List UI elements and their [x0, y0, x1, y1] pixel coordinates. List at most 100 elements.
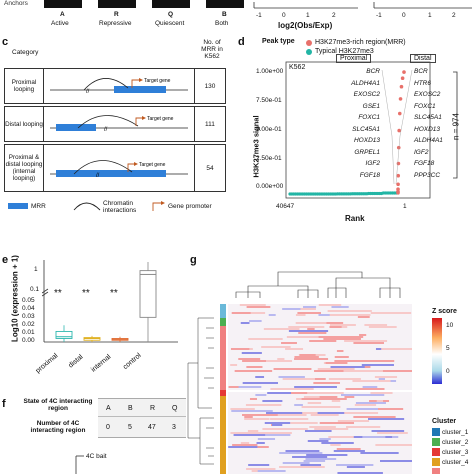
- sig-internal: **: [110, 288, 118, 299]
- peak-type-label: Peak type: [262, 38, 295, 45]
- heatmap-cell: [376, 400, 384, 402]
- bait-label: 4C bait: [86, 453, 107, 460]
- heatmap-cell: [323, 338, 361, 340]
- heatmap-cell: [239, 304, 266, 306]
- distal-gene: EXOSC2: [414, 91, 441, 98]
- zscore-tick-0: 0: [446, 368, 450, 375]
- cluster-4-label: cluster_4: [442, 459, 469, 466]
- proximal-gene: BCR: [366, 68, 380, 75]
- heatmap-cell: [371, 388, 385, 390]
- anchor-letter-q: Q: [168, 11, 174, 18]
- heatmap-cell: [303, 396, 320, 398]
- promoter-legend-label: Gene promoter: [168, 203, 212, 210]
- heatmap-cell: [330, 366, 365, 368]
- heatmap-cell: [353, 416, 396, 418]
- heatmap-cell: [326, 322, 344, 324]
- top-tick-4: 2: [332, 12, 336, 19]
- mrr-legend-label: MRR: [31, 203, 46, 210]
- heatmap-cell: [267, 392, 291, 394]
- mrr-point: [399, 84, 404, 89]
- heatmap-cell: [255, 376, 265, 378]
- f-divider: [98, 416, 186, 417]
- panel-d-xlabel: Rank: [345, 214, 365, 223]
- heatmap-cell: [306, 454, 348, 456]
- heatmap-cell: [279, 466, 325, 468]
- heatmap-cell: [362, 436, 386, 438]
- proximal-gene: FGF18: [359, 171, 380, 179]
- heatmap-cell: [309, 378, 326, 380]
- heatmap-cell: [336, 464, 374, 466]
- cluster-2-swatch: [432, 438, 440, 446]
- e-ytick-top-2: 0.1: [30, 286, 40, 293]
- distal-label: Distal: [414, 55, 432, 62]
- distal-gene: SLC45A1: [414, 114, 442, 121]
- heatmap-cell: [271, 424, 283, 426]
- heatmap-cell: [257, 432, 292, 434]
- heatmap-cell: [245, 404, 282, 406]
- heatmap-cell: [346, 466, 365, 468]
- xtick-2: 1: [403, 203, 407, 210]
- heatmap-cell: [337, 420, 370, 422]
- heatmap-cell: [277, 358, 285, 360]
- heatmap-cell: [255, 394, 267, 396]
- heatmap-cell: [249, 398, 258, 400]
- heatmap-cell: [381, 348, 412, 350]
- row-proximal: Proximal looping 130: [4, 68, 226, 104]
- panel-e-boxes: [55, 262, 157, 342]
- mrr-point: [396, 145, 401, 150]
- heatmap-cell: [325, 362, 348, 364]
- mrr-point: [397, 111, 402, 116]
- heatmap-cell: [242, 414, 278, 416]
- heatmap-cell: [241, 352, 262, 354]
- heatmap-cell: [261, 346, 291, 348]
- heatmap-cell: [294, 356, 319, 358]
- heatmap-cell: [307, 328, 315, 330]
- n-label: n = 974: [451, 113, 461, 140]
- heatmap-cell: [344, 396, 355, 398]
- heatmap-cell: [352, 380, 391, 382]
- heatmap-cell: [244, 418, 270, 420]
- heatmap-cell: [319, 422, 355, 424]
- heatmap-cell: [318, 304, 342, 306]
- sig-distal: **: [82, 288, 90, 299]
- heatmap-cell: [270, 388, 314, 390]
- heatmap-cell: [256, 442, 265, 444]
- heatmap-cell: [364, 324, 388, 326]
- zscore-tick-5: 5: [446, 345, 450, 352]
- heatmap-cell: [279, 452, 323, 454]
- distal-gene: IGF2: [414, 148, 429, 156]
- anchor-letter-a: A: [60, 11, 65, 18]
- heatmap-cell: [353, 342, 384, 344]
- column-dendrogram: [235, 271, 401, 298]
- heatmap-cell: [238, 358, 261, 360]
- heatmap-cell: [368, 326, 397, 328]
- mrr-point: [402, 70, 406, 74]
- heatmap-cell: [360, 452, 399, 454]
- panel-f-letter: f: [2, 398, 6, 410]
- heatmap-cell: [246, 468, 276, 470]
- heatmap-cell: [230, 408, 255, 410]
- zscore-tick-10: 10: [446, 322, 454, 329]
- svg-text://: //: [86, 89, 90, 95]
- heatmap-cell: [329, 314, 371, 316]
- heatmap-cell: [228, 446, 258, 448]
- panel-g-letter: g: [190, 254, 197, 266]
- heatmap-cell: [288, 330, 329, 332]
- chromatin-legend-label: Chromatin interactions: [103, 200, 137, 215]
- heatmap-cell: [290, 422, 318, 424]
- distal-gene: HTR6: [414, 79, 431, 87]
- ytick-5: 0.00e+00: [256, 183, 284, 190]
- proximal-gene-list: BCR ALDH4A1 EXOSC2 GSE1 FOXC1 SLC45A1 HO…: [340, 66, 380, 181]
- heatmap-cell: [254, 360, 293, 362]
- row-distal-category: Distal looping: [5, 107, 44, 141]
- anchor-name-repressive: Repressive: [99, 20, 132, 27]
- bait-icon: [75, 455, 84, 474]
- heatmap-cell: [286, 336, 331, 338]
- f-state-r: R: [150, 405, 156, 412]
- heatmap-cell: [339, 326, 348, 328]
- proximal-box: Proximal: [336, 54, 372, 63]
- box-body: [139, 270, 157, 318]
- heatmap-cell: [295, 314, 306, 316]
- panel-d-letter: d: [238, 36, 245, 48]
- heatmap-separator: [228, 390, 412, 392]
